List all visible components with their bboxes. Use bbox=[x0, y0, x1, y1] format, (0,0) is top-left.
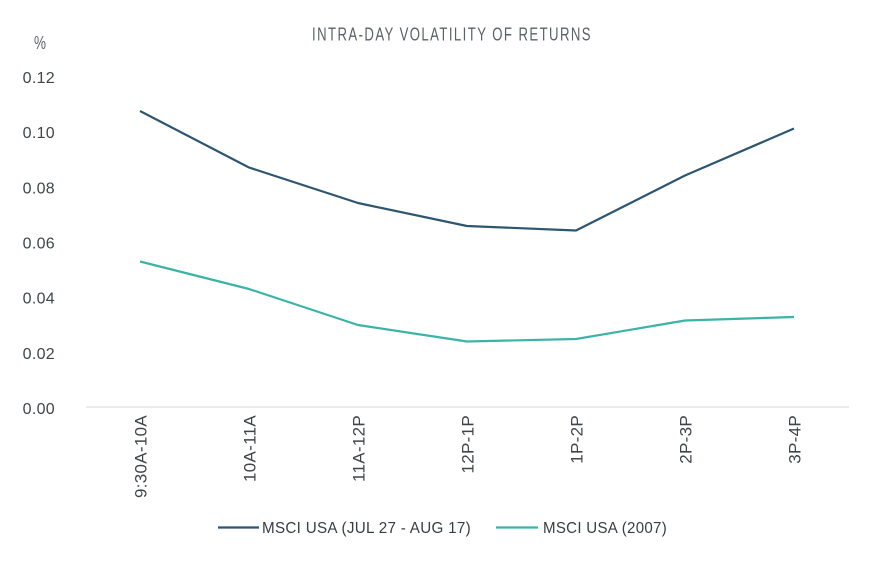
svg-text:0.06: 0.06 bbox=[23, 236, 55, 253]
svg-text:3P-4P: 3P-4P bbox=[786, 415, 805, 464]
svg-text:9:30A-10A: 9:30A-10A bbox=[132, 415, 151, 498]
svg-text:MSCI USA (JUL 27 - AUG 17): MSCI USA (JUL 27 - AUG 17) bbox=[262, 520, 471, 537]
svg-text:12P-1P: 12P-1P bbox=[459, 415, 478, 474]
svg-text:11A-12P: 11A-12P bbox=[350, 415, 369, 482]
svg-text:%: % bbox=[34, 33, 46, 53]
svg-text:INTRA-DAY VOLATILITY OF RETURN: INTRA-DAY VOLATILITY OF RETURNS bbox=[312, 24, 592, 45]
svg-text:0.08: 0.08 bbox=[23, 180, 55, 197]
svg-text:0.10: 0.10 bbox=[23, 125, 55, 142]
svg-text:0.00: 0.00 bbox=[23, 401, 55, 418]
svg-text:0.02: 0.02 bbox=[23, 346, 55, 363]
svg-text:10A-11A: 10A-11A bbox=[241, 415, 260, 482]
svg-text:2P-3P: 2P-3P bbox=[677, 415, 696, 464]
svg-text:0.04: 0.04 bbox=[23, 291, 55, 308]
svg-text:0.12: 0.12 bbox=[23, 70, 55, 87]
svg-text:MSCI USA (2007): MSCI USA (2007) bbox=[543, 520, 667, 537]
svg-text:1P-2P: 1P-2P bbox=[568, 415, 587, 464]
